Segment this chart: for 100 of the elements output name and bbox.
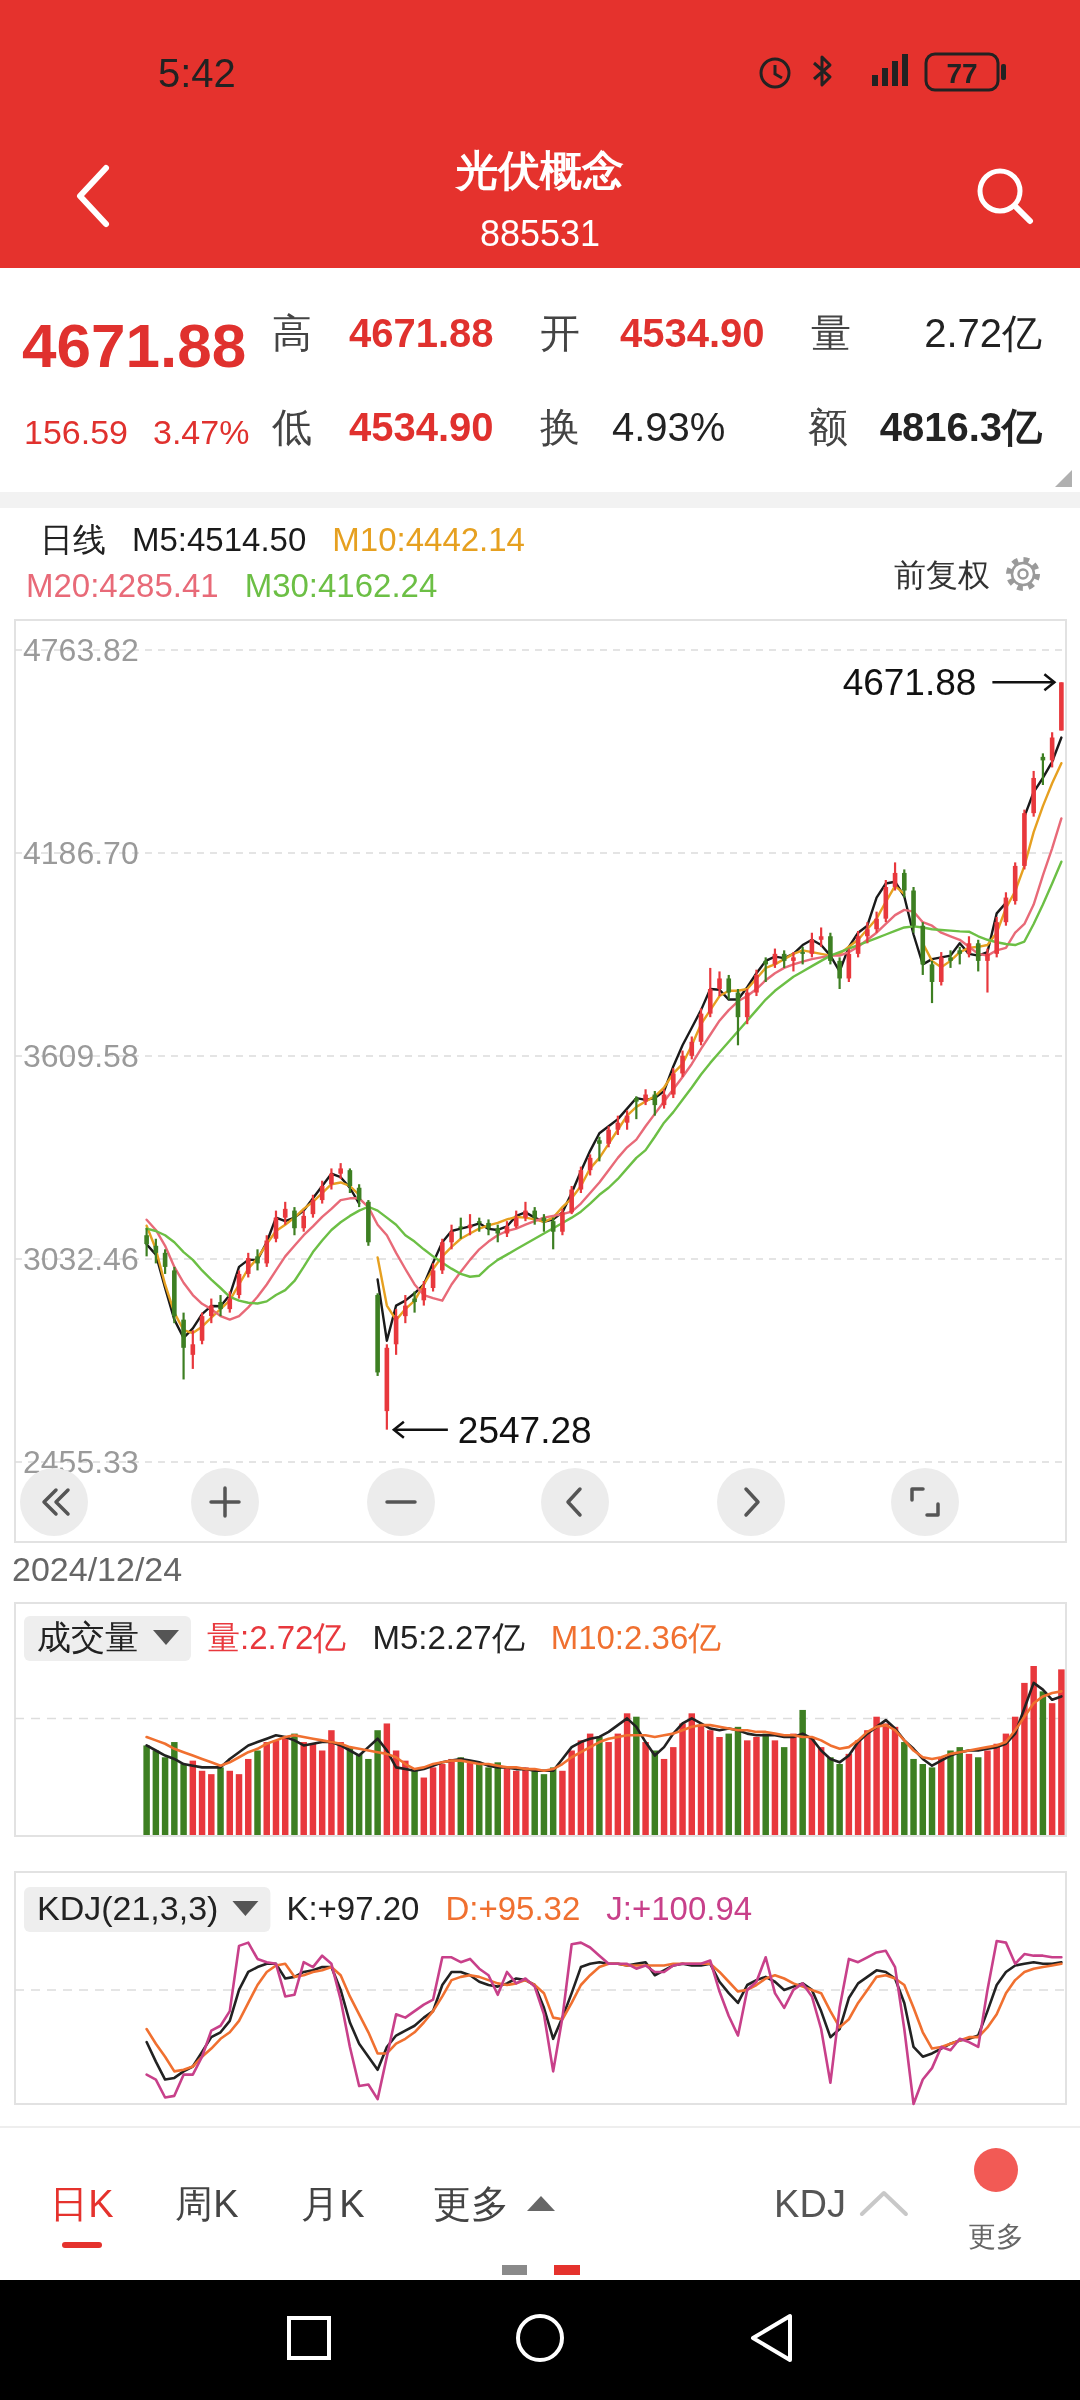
candlestick — [717, 970, 722, 998]
text: 量:2.72亿 — [207, 1619, 347, 1656]
bar — [605, 1742, 612, 1835]
annotation: 2547.28 — [457, 1409, 592, 1451]
text: 4816.3亿 — [879, 405, 1043, 449]
text: 2024/12/24 — [12, 1550, 183, 1588]
text: 156.59 — [24, 413, 128, 451]
bar — [281, 1736, 289, 1835]
bar — [420, 1777, 428, 1835]
bar — [919, 1764, 927, 1835]
candlestick — [763, 956, 769, 984]
y-tick-label: 3032.46 — [23, 1241, 139, 1277]
bar — [300, 1742, 307, 1835]
bar — [198, 1770, 206, 1835]
candlestick — [264, 1234, 270, 1268]
candlestick — [837, 956, 842, 991]
bar — [836, 1764, 843, 1835]
candlestick — [597, 1135, 602, 1163]
bar — [614, 1733, 622, 1835]
candlestick — [975, 938, 981, 973]
candlestick — [948, 949, 953, 970]
candlestick — [818, 926, 824, 948]
bar — [568, 1750, 575, 1835]
y-tick-label: 3609.58 — [23, 1038, 139, 1074]
bar — [476, 1764, 483, 1835]
text: M20:4285.41 — [26, 567, 219, 604]
bar — [254, 1750, 261, 1835]
bar — [365, 1758, 372, 1835]
text: M5:2.27亿 — [372, 1619, 525, 1656]
candlestick — [560, 1207, 565, 1237]
text: 开 — [540, 311, 580, 355]
bar — [965, 1753, 973, 1835]
bar — [180, 1764, 187, 1835]
bar — [559, 1770, 566, 1835]
chart-title: KDJ(21,3,3) — [37, 1889, 219, 1927]
candlestick — [403, 1293, 408, 1325]
text: M5:4514.50 — [132, 521, 307, 558]
annotation: 4671.88 — [842, 662, 977, 704]
text: 换 — [540, 405, 580, 449]
bar — [328, 1730, 335, 1835]
bar — [171, 1742, 178, 1835]
candlestick — [726, 973, 732, 1001]
bar — [272, 1740, 280, 1835]
candlestick — [245, 1251, 251, 1279]
text: M10:2.36亿 — [550, 1619, 722, 1656]
candlestick — [255, 1248, 260, 1272]
bar — [337, 1742, 344, 1835]
candlestick — [606, 1125, 611, 1149]
text: 高 — [272, 311, 312, 355]
text: 3.47% — [153, 413, 250, 451]
bar — [984, 1750, 991, 1835]
bar — [439, 1764, 446, 1835]
candlestick — [754, 968, 759, 998]
candlestick — [412, 1290, 417, 1314]
bar — [873, 1716, 880, 1835]
bar — [1039, 1691, 1047, 1835]
bar — [827, 1757, 834, 1835]
text: 4671.88 — [349, 311, 494, 355]
text: 5:42 — [158, 51, 236, 95]
y-tick-label: 4763.82 — [23, 632, 139, 668]
bar — [864, 1730, 871, 1835]
text: 4671.88 — [22, 311, 247, 380]
bar — [670, 1747, 677, 1835]
bar — [716, 1736, 723, 1835]
candlestick — [301, 1209, 307, 1233]
bar — [235, 1774, 243, 1835]
candlestick — [486, 1218, 491, 1237]
bar — [355, 1753, 363, 1835]
bar — [291, 1733, 298, 1835]
candlestick — [218, 1293, 223, 1318]
candlestick — [144, 1227, 149, 1258]
bar — [928, 1767, 936, 1835]
text: 77 — [946, 58, 978, 89]
bar — [1058, 1669, 1065, 1835]
bar — [734, 1726, 742, 1835]
bar — [217, 1767, 224, 1835]
bar — [974, 1757, 982, 1835]
text: 前复权 — [894, 557, 990, 593]
text: 量 — [811, 311, 851, 355]
text: 4534.90 — [620, 311, 765, 355]
series-label: K:+97.20 — [286, 1890, 420, 1927]
chart-title: 成交量 — [37, 1618, 139, 1656]
bar — [318, 1750, 326, 1835]
text: 周K — [175, 2183, 239, 2225]
chart-title: 日线 — [40, 521, 106, 558]
bar — [780, 1747, 788, 1835]
text: 低 — [272, 405, 312, 449]
bar — [633, 1716, 640, 1835]
candlestick — [901, 868, 907, 899]
bar — [448, 1758, 455, 1835]
candlestick — [282, 1200, 288, 1226]
bar — [910, 1758, 917, 1835]
candlestick — [966, 935, 972, 959]
bar — [947, 1750, 954, 1835]
bar — [512, 1770, 520, 1835]
bar — [485, 1767, 492, 1835]
bar — [208, 1774, 215, 1835]
text: KDJ — [774, 2183, 846, 2225]
candlestick — [865, 921, 870, 945]
bar — [679, 1723, 686, 1835]
